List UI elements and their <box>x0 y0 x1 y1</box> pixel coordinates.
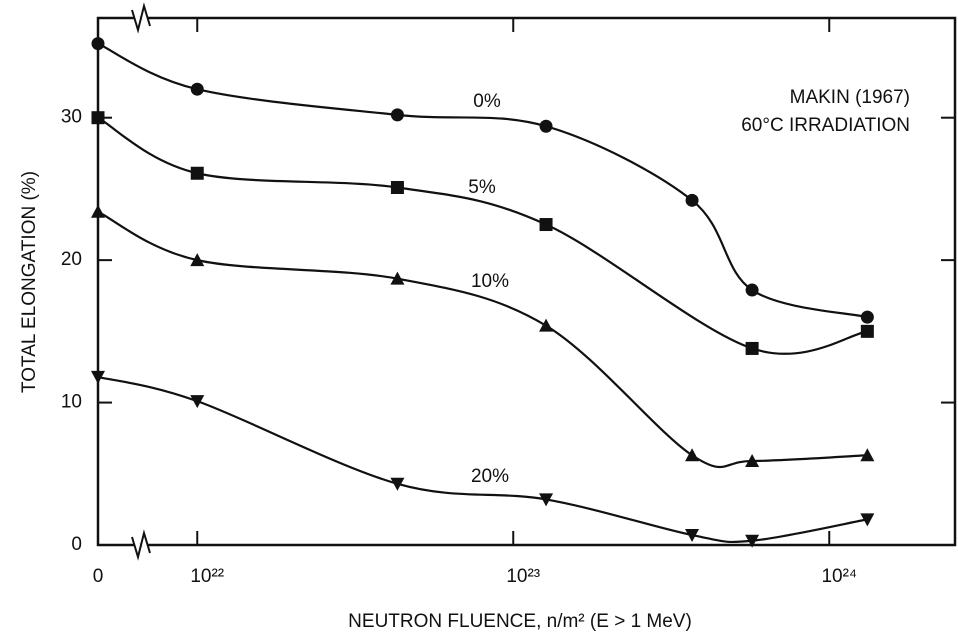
marker <box>91 370 105 384</box>
annotation: MAKIN (1967) <box>790 87 910 108</box>
marker <box>390 180 404 194</box>
y-tick-label: 0 <box>71 534 82 555</box>
series-line <box>97 210 868 469</box>
series-label: 0% <box>473 91 501 112</box>
x-tick-label: 0 <box>93 566 104 587</box>
plot-frame <box>96 16 957 547</box>
marker <box>539 218 553 232</box>
marker <box>685 529 700 543</box>
series-line <box>97 116 868 355</box>
marker <box>685 448 700 462</box>
y-axis-label: TOTAL ELONGATION (%) <box>19 171 40 393</box>
marker <box>860 513 875 527</box>
marker <box>745 283 759 297</box>
series-label: 5% <box>468 177 496 198</box>
x-tick-label: 10²² <box>190 566 224 587</box>
marker <box>860 448 875 462</box>
x-axis-label: NEUTRON FLUENCE, n/m² (E > 1 MeV) <box>348 611 692 632</box>
y-tick-label: 10 <box>61 392 82 413</box>
marker <box>190 82 204 96</box>
marker <box>745 534 760 548</box>
marker <box>190 395 205 409</box>
marker <box>390 477 405 491</box>
marker <box>860 310 874 324</box>
marker <box>539 318 554 332</box>
marker <box>539 119 553 133</box>
marker <box>390 271 405 285</box>
marker <box>190 166 204 180</box>
y-tick-label: 30 <box>61 107 82 128</box>
marker <box>190 253 205 267</box>
x-tick-label: 10²³ <box>506 566 540 587</box>
series-label: 20% <box>471 466 509 487</box>
marker <box>91 111 105 125</box>
marker <box>91 204 105 218</box>
marker <box>539 493 554 507</box>
marker <box>685 193 699 207</box>
marker <box>91 37 105 51</box>
annotation: 60°C IRRADIATION <box>741 115 910 136</box>
x-tick-label: 10²⁴ <box>821 566 857 587</box>
y-tick-label: 20 <box>61 249 82 270</box>
marker <box>860 324 874 338</box>
marker <box>745 453 760 467</box>
marker <box>390 108 404 122</box>
axis-break <box>131 2 151 561</box>
marker <box>745 341 759 355</box>
series-label: 10% <box>471 271 509 292</box>
